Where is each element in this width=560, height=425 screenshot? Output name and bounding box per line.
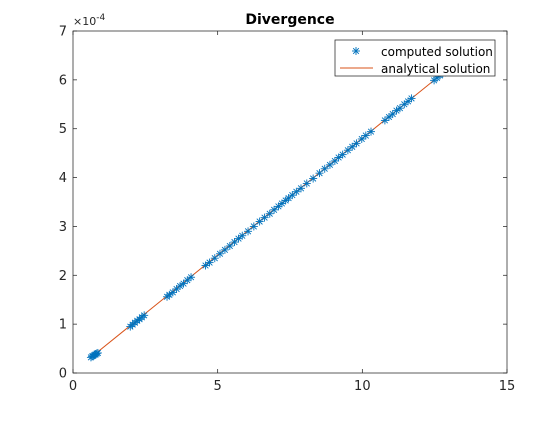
computed-solution-point xyxy=(92,349,101,358)
x-tick-label: 5 xyxy=(214,379,222,394)
computed-solution-point xyxy=(407,94,416,103)
computed-solution-point xyxy=(225,241,234,250)
computed-solution-point xyxy=(260,213,269,222)
computed-solution-point xyxy=(187,273,196,282)
chart-title: Divergence xyxy=(245,12,334,28)
y-tick-label: 7 xyxy=(59,25,67,40)
y-tick-label: 1 xyxy=(59,318,67,333)
computed-solution-point xyxy=(367,127,376,136)
x-tick-label: 10 xyxy=(354,379,371,394)
x-tick-label: 15 xyxy=(499,379,516,394)
computed-solution-point xyxy=(210,254,219,263)
computed-solution-point xyxy=(93,348,102,357)
computed-solution-point xyxy=(343,146,352,155)
legend-box xyxy=(334,39,496,77)
legend-label-computed: computed solution xyxy=(381,45,493,59)
computed-solution-point xyxy=(302,179,311,188)
legend-asterisk-marker xyxy=(352,47,360,55)
y-tick-label: 3 xyxy=(59,220,67,235)
y-tick-label: 6 xyxy=(59,73,67,88)
computed-solution-point xyxy=(334,153,343,162)
legend-marker-computed xyxy=(352,47,360,55)
computed-solution-point xyxy=(325,160,334,169)
x-tick-label: 0 xyxy=(69,379,77,394)
computed-solution-point xyxy=(255,217,264,226)
computed-solution-point xyxy=(220,245,229,254)
computed-solution-point xyxy=(270,205,279,214)
computed-solution-point xyxy=(238,231,247,240)
y-tick-label: 2 xyxy=(59,269,67,284)
computed-solution-point xyxy=(205,258,214,267)
computed-solution-point xyxy=(249,222,258,231)
computed-solution-point xyxy=(215,249,224,258)
computed-solution-point xyxy=(165,290,174,299)
plot-area xyxy=(86,63,454,362)
computed-solution-point xyxy=(292,187,301,196)
computed-solution-point xyxy=(348,142,357,151)
computed-solution-point xyxy=(315,169,324,178)
computed-solution-point xyxy=(176,282,185,291)
axes: 0 5 10 15 0 1 2 3 4 5 6 7 xyxy=(59,25,516,395)
y-axis-scale-base: ×10 xyxy=(73,15,96,28)
y-tick-label: 4 xyxy=(59,171,67,186)
computed-solution-point xyxy=(361,131,370,140)
computed-solution-point xyxy=(201,261,210,270)
y-tick-label: 5 xyxy=(59,122,67,137)
legend-label-analytical: analytical solution xyxy=(381,62,490,76)
computed-solution-point xyxy=(244,227,253,236)
computed-solution-point xyxy=(320,164,329,173)
computed-solution-point xyxy=(352,139,361,148)
y-tick-label: 0 xyxy=(59,367,67,382)
y-axis-scale-exponent: -4 xyxy=(96,13,105,23)
computed-solution-point xyxy=(296,184,305,193)
computed-solution-point xyxy=(140,311,149,320)
svg-text:×10-4: ×10-4 xyxy=(73,13,105,28)
y-axis-scale-factor: ×10-4 xyxy=(73,13,105,28)
computed-solution-point xyxy=(133,316,142,325)
axes-box xyxy=(72,30,508,374)
computed-solution-point xyxy=(309,174,318,183)
legend: computed solution analytical solution xyxy=(334,39,496,77)
computed-solution-point xyxy=(338,150,347,159)
